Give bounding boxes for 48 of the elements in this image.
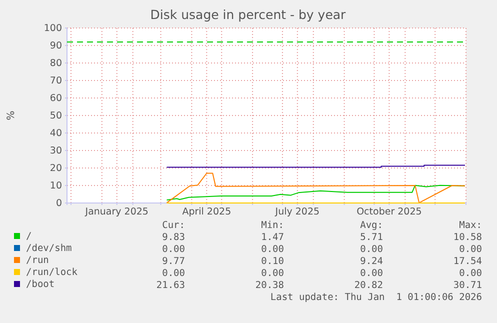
text: 9.83 xyxy=(162,232,185,243)
y-tick-label: 60 xyxy=(50,93,62,104)
y-tick-label: 40 xyxy=(50,128,62,140)
y-tick-label: 80 xyxy=(50,58,62,70)
text: Cur: xyxy=(162,220,185,231)
y-tick-label: 50 xyxy=(50,110,62,122)
text: 0.00 xyxy=(261,244,284,255)
legend-label: /boot xyxy=(26,279,55,290)
text: 9.24 xyxy=(360,256,384,267)
text: Last update: Thu Jan 1 01:00:06 2026 xyxy=(270,292,482,303)
text: 0.00 xyxy=(459,268,482,279)
y-tick-label: 20 xyxy=(50,163,62,174)
text: 0.00 xyxy=(261,268,284,279)
y-axis-title: % xyxy=(6,110,17,120)
text: 0.00 xyxy=(459,244,482,255)
text: 0.00 xyxy=(360,244,384,255)
text: 0.10 xyxy=(261,256,284,267)
y-tick-label: 30 xyxy=(50,146,62,157)
text: 0.00 xyxy=(360,268,384,279)
text: 20.82 xyxy=(354,280,383,291)
y-tick-label: 0 xyxy=(56,198,62,210)
y-tick-label: 70 xyxy=(50,76,62,87)
text: 0.00 xyxy=(162,244,186,255)
chart-title: Disk usage in percent - by year xyxy=(150,7,347,22)
text: 0.00 xyxy=(162,268,186,279)
text: 10.58 xyxy=(453,232,482,243)
text: Avg: xyxy=(360,220,383,231)
text: 1.47 xyxy=(261,232,284,243)
text: 5.71 xyxy=(360,232,384,243)
text: 21.63 xyxy=(156,280,185,291)
y-tick-label: 90 xyxy=(50,40,62,52)
legend-label: / xyxy=(26,231,32,242)
x-tick-label: April 2025 xyxy=(182,206,232,218)
text: 20.38 xyxy=(255,280,284,291)
text: Max: xyxy=(459,220,482,231)
x-tick-label: July 2025 xyxy=(274,206,320,218)
text: 17.54 xyxy=(453,256,482,267)
legend-label: /run/lock xyxy=(26,267,78,278)
y-tick-label: 100 xyxy=(44,23,62,34)
y-tick-label: 10 xyxy=(50,180,62,192)
text: Min: xyxy=(261,220,284,231)
x-tick-label: January 2025 xyxy=(84,206,148,218)
text: 9.77 xyxy=(162,256,185,267)
legend-label: /run xyxy=(26,255,49,266)
x-tick-label: October 2025 xyxy=(356,206,422,218)
text: 30.71 xyxy=(453,280,482,291)
line-series xyxy=(166,172,466,204)
legend-label: /dev/shm xyxy=(26,243,72,254)
